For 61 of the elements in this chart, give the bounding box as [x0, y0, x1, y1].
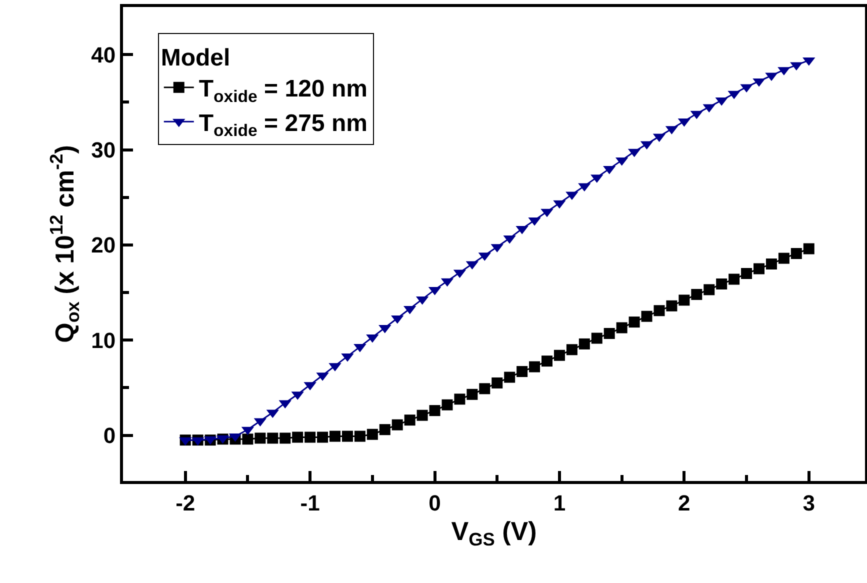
point	[628, 316, 640, 328]
y-tick-label: 10	[91, 328, 116, 353]
y-tick-label: 30	[91, 137, 116, 162]
point	[803, 243, 814, 254]
point	[492, 377, 503, 388]
legend-label: T$_{oxide}$ = 120 nm	[198, 76, 368, 106]
legend-label: T$_{oxide}$ = 275 nm	[198, 110, 368, 140]
point	[616, 322, 628, 334]
point	[529, 361, 540, 372]
point	[292, 432, 304, 443]
x-tick-label: 3	[802, 490, 816, 516]
point	[267, 432, 278, 444]
point	[691, 288, 702, 300]
point	[254, 432, 266, 444]
point	[317, 432, 328, 443]
y-tick-label: 40	[91, 42, 116, 68]
point	[466, 388, 478, 400]
y-tick-label: 20	[91, 232, 116, 258]
point	[280, 432, 291, 444]
point	[392, 419, 403, 430]
x-tick-label: 1	[553, 490, 566, 516]
point	[554, 350, 565, 361]
point	[330, 430, 340, 442]
point	[578, 338, 590, 350]
point	[704, 284, 715, 296]
point	[542, 356, 552, 367]
point	[591, 332, 602, 344]
point	[666, 300, 678, 312]
point	[754, 263, 764, 274]
point	[416, 410, 428, 421]
x-tick-label: 2	[678, 490, 690, 516]
point	[442, 399, 453, 410]
x-tick-label: -1	[300, 490, 320, 516]
point	[766, 258, 777, 270]
point	[504, 372, 516, 383]
point	[604, 328, 615, 339]
point	[654, 305, 665, 316]
x-tick-label: 0	[428, 490, 441, 516]
point	[342, 430, 353, 442]
point	[790, 248, 802, 260]
point	[516, 366, 528, 378]
point	[728, 274, 740, 285]
point	[566, 344, 578, 356]
legend-title: Model	[160, 44, 230, 72]
point	[354, 430, 366, 442]
point	[304, 432, 316, 443]
y-tick-label: 0	[103, 423, 116, 448]
point	[242, 434, 254, 445]
point	[366, 428, 378, 440]
x-axis-title: V$_{GS}$ (V)	[451, 516, 537, 550]
point	[741, 268, 752, 280]
point	[404, 414, 416, 426]
point	[454, 394, 466, 405]
point	[778, 252, 790, 264]
point	[716, 278, 728, 290]
point	[678, 294, 690, 306]
x-tick-label: -2	[176, 490, 196, 516]
point	[379, 424, 390, 436]
point	[641, 310, 652, 322]
point	[429, 405, 440, 416]
point	[479, 383, 490, 394]
